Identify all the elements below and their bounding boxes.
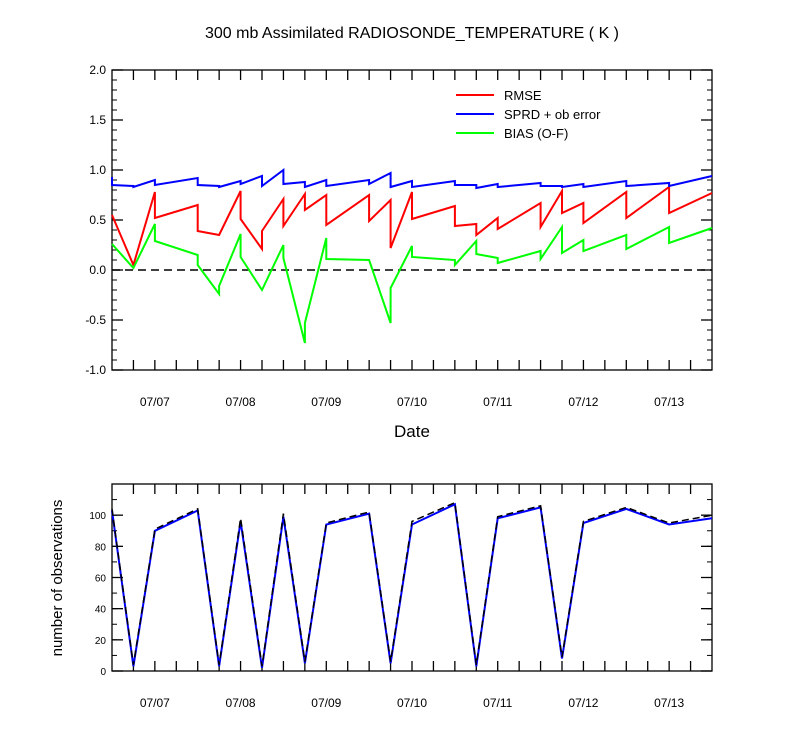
x-tick-label: 07/10: [397, 395, 427, 409]
y-axis-title-observations: number of observations: [49, 500, 66, 657]
y-tick-label: 20: [95, 636, 107, 647]
y-tick-label: 1.0: [89, 163, 106, 177]
y-tick-label: 60: [95, 574, 107, 585]
x-tick-label: 07/07: [140, 696, 170, 710]
bottom-xtick-labels: 07/07 07/08 07/09 07/10 07/11 07/12 07/13: [140, 696, 685, 710]
top-xtick-labels: 07/07 07/08 07/09 07/10 07/11 07/12 07/13: [140, 395, 685, 409]
x-tick-label: 07/10: [397, 696, 427, 710]
x-tick-label: 07/09: [311, 395, 341, 409]
x-tick-label: 07/13: [654, 395, 684, 409]
observations-used-line: [111, 502, 713, 669]
y-tick-label: 40: [95, 605, 107, 616]
top-panel: -1.0-0.50.00.51.01.52.0 07/07 07/08 07/09 0…: [85, 63, 713, 441]
x-tick-label: 07/13: [654, 696, 684, 710]
bottom-ytick-labels: 0 20 40 60 80 100: [89, 511, 106, 678]
x-tick-label: 07/08: [226, 395, 256, 409]
legend-label: SPRD + ob error: [504, 107, 601, 122]
legend-label: RMSE: [504, 88, 542, 103]
bottom-series: [111, 501, 713, 669]
x-tick-label: 07/08: [226, 696, 256, 710]
y-tick-label: -1.0: [85, 363, 106, 377]
y-tick-label: 2.0: [89, 63, 106, 77]
top-series: [111, 168, 713, 344]
legend-bias: BIAS (O-F): [456, 126, 568, 141]
y-tick-label: 100: [89, 511, 106, 522]
x-tick-label: 07/09: [311, 696, 341, 710]
x-tick-label: 07/11: [483, 395, 512, 409]
legend-spread: SPRD + ob error: [456, 107, 601, 122]
y-tick-label: 1.5: [89, 113, 106, 127]
x-tick-label: 07/12: [568, 395, 598, 409]
x-axis-title: Date: [394, 422, 430, 441]
bias-line: [111, 223, 713, 344]
top-ytick-labels: -1.0 -0.5 0.0 0.5 1.0 1.5 2.0: [85, 63, 106, 377]
x-tick-label: 07/12: [568, 696, 598, 710]
y-tick-label: -0.5: [85, 313, 106, 327]
y-tick-label: 0: [100, 667, 106, 678]
y-tick-label: 0.0: [89, 263, 106, 277]
bottom-plot-frame: [111, 483, 713, 672]
legend-rmse: RMSE: [456, 88, 542, 103]
x-tick-label: 07/11: [483, 696, 512, 710]
chart-title: 300 mb Assimilated RADIOSONDE_TEMPERATUR…: [205, 25, 619, 42]
observations-possible-line: [111, 501, 713, 667]
spread-line: [111, 168, 713, 190]
y-tick-label: 80: [95, 542, 107, 553]
bottom-ticks: [112, 483, 712, 672]
y-tick-label: 0.5: [89, 213, 106, 227]
legend-label: BIAS (O-F): [504, 126, 568, 141]
legend: RMSE SPRD + ob error BIAS (O-F): [456, 88, 601, 141]
x-tick-label: 07/07: [140, 395, 170, 409]
rmse-line: [111, 185, 713, 268]
